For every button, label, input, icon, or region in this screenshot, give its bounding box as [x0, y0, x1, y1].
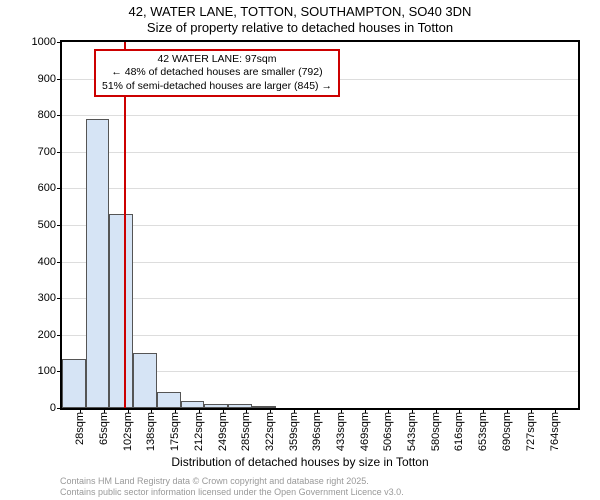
xtick-label: 322sqm: [264, 408, 276, 451]
xtick-label: 580sqm: [430, 408, 442, 451]
histogram-bar: [181, 401, 205, 408]
title-line1: 42, WATER LANE, TOTTON, SOUTHAMPTON, SO4…: [0, 4, 600, 19]
chart-area: 0100200300400500600700800900100028sqm65s…: [60, 40, 580, 410]
title-line2: Size of property relative to detached ho…: [0, 20, 600, 35]
ytick-label: 1000: [32, 36, 62, 48]
ytick-label: 500: [38, 219, 62, 231]
annotation-line3: 51% of semi-detached houses are larger (…: [102, 80, 332, 93]
xtick-label: 102sqm: [122, 408, 134, 451]
histogram-bar: [86, 119, 110, 408]
xtick-label: 616sqm: [453, 408, 465, 451]
xtick-label: 175sqm: [169, 408, 181, 451]
histogram-bar: [157, 392, 181, 408]
xtick-label: 65sqm: [98, 408, 110, 445]
xtick-label: 543sqm: [406, 408, 418, 451]
chart-container: 42, WATER LANE, TOTTON, SOUTHAMPTON, SO4…: [0, 0, 600, 500]
xtick-label: 249sqm: [217, 408, 229, 451]
annotation-line2: ← 48% of detached houses are smaller (79…: [102, 66, 332, 79]
xtick-label: 653sqm: [477, 408, 489, 451]
histogram-bar: [109, 214, 133, 408]
x-axis-label: Distribution of detached houses by size …: [0, 455, 600, 469]
footer-line1: Contains HM Land Registry data © Crown c…: [60, 476, 404, 487]
xtick-label: 506sqm: [382, 408, 394, 451]
histogram-bar: [62, 359, 86, 408]
xtick-label: 433sqm: [335, 408, 347, 451]
xtick-label: 28sqm: [74, 408, 86, 445]
histogram-bar: [133, 353, 157, 408]
ytick-label: 700: [38, 146, 62, 158]
ytick-label: 300: [38, 292, 62, 304]
xtick-label: 285sqm: [240, 408, 252, 451]
footer-line2: Contains public sector information licen…: [60, 487, 404, 498]
xtick-label: 469sqm: [359, 408, 371, 451]
gridline: [62, 225, 578, 226]
gridline: [62, 152, 578, 153]
xtick-label: 764sqm: [549, 408, 561, 451]
gridline: [62, 188, 578, 189]
ytick-label: 900: [38, 73, 62, 85]
gridline: [62, 298, 578, 299]
xtick-label: 690sqm: [501, 408, 513, 451]
xtick-label: 359sqm: [288, 408, 300, 451]
xtick-label: 396sqm: [311, 408, 323, 451]
gridline: [62, 262, 578, 263]
ytick-label: 800: [38, 109, 62, 121]
footer-attribution: Contains HM Land Registry data © Crown c…: [60, 476, 404, 498]
xtick-label: 138sqm: [145, 408, 157, 451]
ytick-label: 100: [38, 365, 62, 377]
ytick-label: 600: [38, 182, 62, 194]
ytick-label: 200: [38, 329, 62, 341]
xtick-label: 727sqm: [525, 408, 537, 451]
ytick-label: 400: [38, 256, 62, 268]
ytick-label: 0: [50, 402, 62, 414]
gridline: [62, 115, 578, 116]
property-marker-line: [124, 42, 126, 408]
gridline: [62, 335, 578, 336]
xtick-label: 212sqm: [193, 408, 205, 451]
annotation-line1: 42 WATER LANE: 97sqm: [102, 53, 332, 66]
annotation-box: 42 WATER LANE: 97sqm← 48% of detached ho…: [94, 49, 340, 96]
